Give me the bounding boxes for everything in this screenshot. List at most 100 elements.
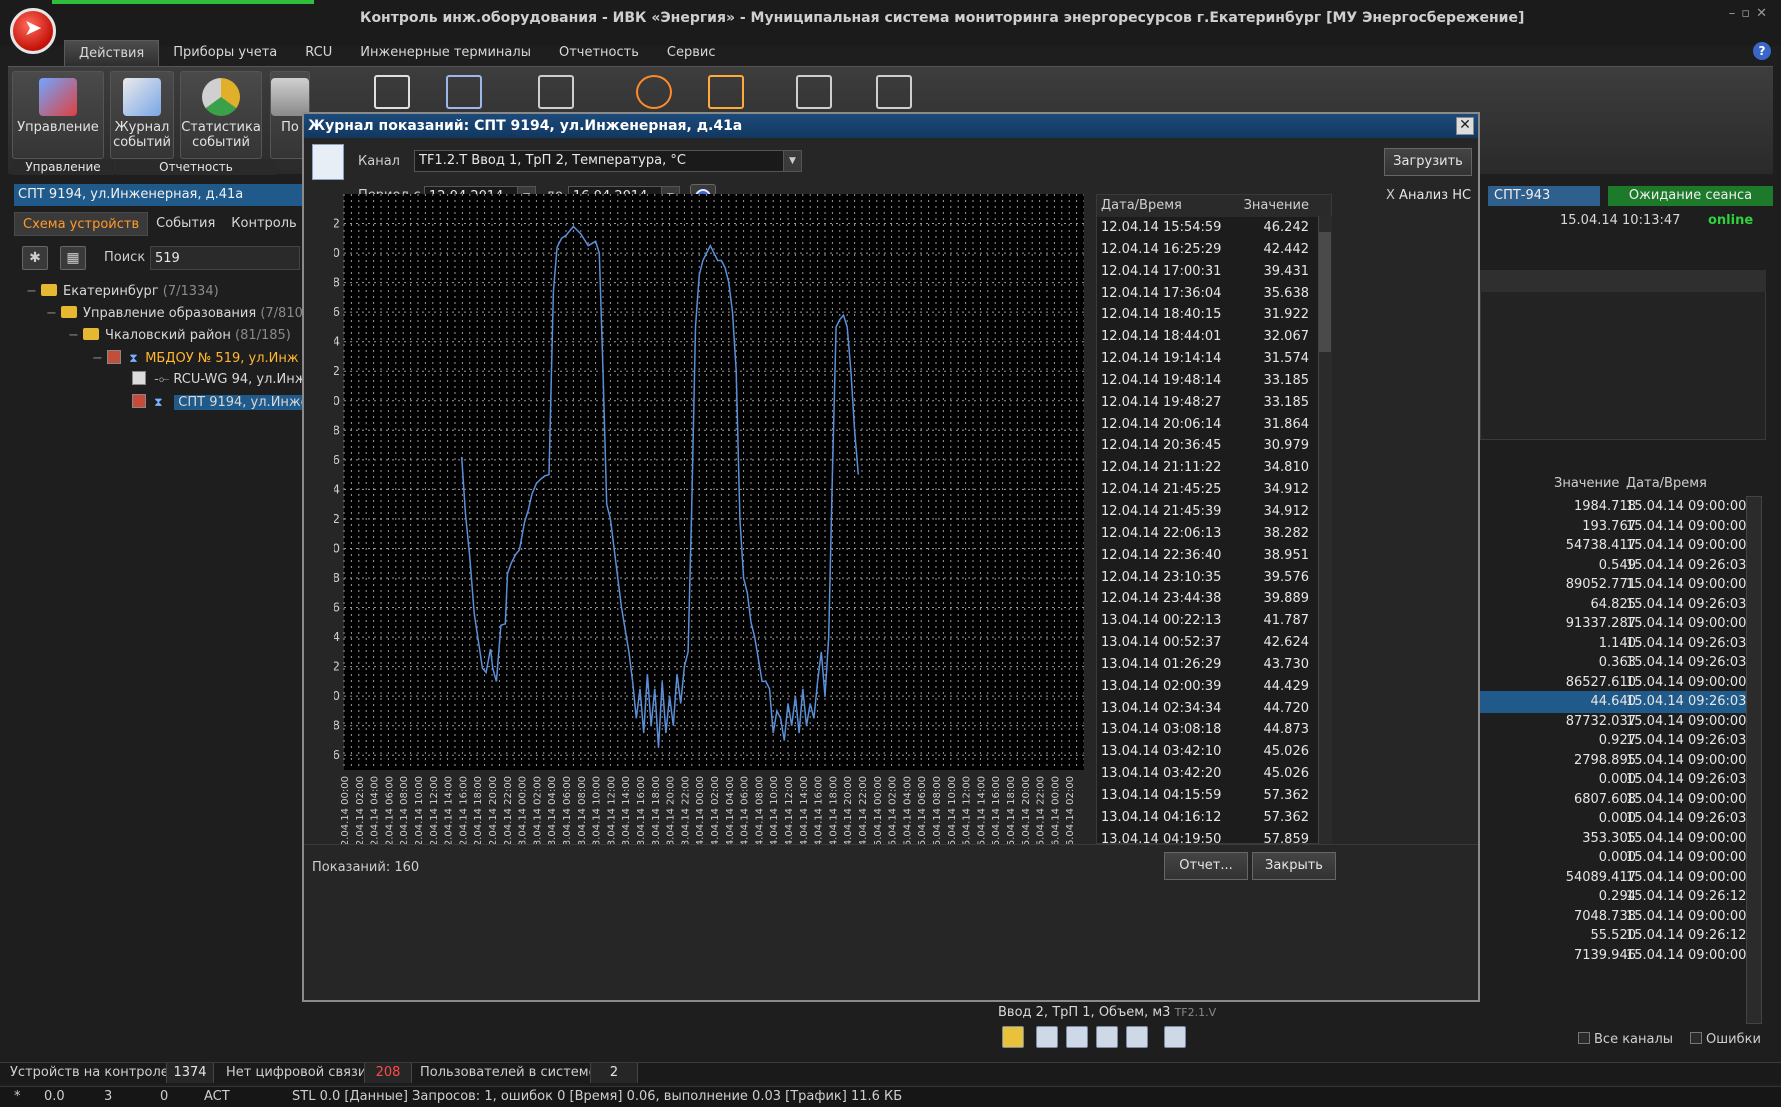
tree-expander-icon[interactable]: −	[46, 306, 57, 321]
tree-node-chkalovsky[interactable]: − Чкаловский район (81/185)	[68, 328, 291, 343]
table-row[interactable]: 12.04.14 22:06:13 38.282	[1097, 523, 1331, 545]
menu-service[interactable]: Сервис	[666, 45, 716, 60]
management-button[interactable]: Управление	[12, 71, 104, 159]
readings-scrollbar[interactable]	[1318, 216, 1332, 844]
table-row[interactable]: 55.520 15.04.14 09:26:12	[1480, 925, 1748, 947]
table-row[interactable]: 1.140 15.04.14 09:26:03	[1480, 633, 1748, 655]
copy-data-icon[interactable]	[1126, 1026, 1148, 1048]
table-row[interactable]: 0.363 15.04.14 09:26:03	[1480, 652, 1748, 674]
table-row[interactable]: 0.549 15.04.14 09:26:03	[1480, 555, 1748, 577]
scrollbar-thumb[interactable]	[1319, 232, 1331, 352]
table-row[interactable]: 12.04.14 23:10:35 39.576	[1097, 567, 1331, 589]
checkbox-mark[interactable]: X	[1386, 188, 1395, 203]
tree-node-spt-9194[interactable]: ⧗ СПТ 9194, ул.Инжен	[132, 392, 322, 412]
col-datetime[interactable]: Дата/Время	[1101, 198, 1182, 213]
table-row[interactable]: 12.04.14 18:44:01 32.067	[1097, 326, 1331, 348]
tree-expander-icon[interactable]: −	[26, 284, 37, 299]
copy-icon[interactable]	[446, 75, 482, 109]
table-row[interactable]: 7048.738 15.04.14 09:00:00	[1480, 906, 1748, 928]
tree-node-education[interactable]: − Управление образования (7/810)	[46, 306, 308, 321]
table-row[interactable]: 91337.287 15.04.14 09:00:00	[1480, 613, 1748, 635]
all-channels-checkbox[interactable]: Все каналы	[1578, 1032, 1673, 1047]
bar-chart-icon[interactable]	[1002, 1026, 1024, 1048]
table-row[interactable]: 12.04.14 22:36:40 38.951	[1097, 545, 1331, 567]
table-row[interactable]: 6807.608 15.04.14 09:00:00	[1480, 789, 1748, 811]
table-row[interactable]: 12.04.14 20:06:14 31.864	[1097, 414, 1331, 436]
table-row[interactable]: 64.825 15.04.14 09:26:03	[1480, 594, 1748, 616]
table-row[interactable]: 13.04.14 00:52:37 42.624	[1097, 632, 1331, 654]
table-row[interactable]: 13.04.14 03:42:10 45.026	[1097, 741, 1331, 763]
window-controls[interactable]: –▫✕	[1728, 6, 1773, 21]
table-row[interactable]: 89052.771 15.04.14 09:00:00	[1480, 574, 1748, 596]
tab-device-scheme[interactable]: Схема устройств	[14, 212, 149, 236]
table-row[interactable]: 2798.895 15.04.14 09:00:00	[1480, 750, 1748, 772]
table-row[interactable]: 12.04.14 21:11:22 34.810	[1097, 457, 1331, 479]
table-row[interactable]: 13.04.14 04:15:59 57.362	[1097, 785, 1331, 807]
channel-select[interactable]: TF1.2.T Ввод 1, ТрП 2, Температура, °С ▼	[414, 150, 802, 172]
table-row[interactable]: 54738.417 15.04.14 09:00:00	[1480, 535, 1748, 557]
menu-reports[interactable]: Отчетность	[558, 45, 639, 60]
table-row[interactable]: 87732.037 15.04.14 09:00:00	[1480, 711, 1748, 733]
col-value[interactable]: Значение	[1554, 476, 1620, 491]
tab-events[interactable]: События	[156, 216, 216, 231]
event-stats-button[interactable]: Статистика событий	[180, 71, 262, 159]
table-row[interactable]: 0.294 15.04.14 09:26:12	[1480, 886, 1748, 908]
table-row[interactable]: 13.04.14 03:42:20 45.026	[1097, 763, 1331, 785]
table-row[interactable]: 44.640 15.04.14 09:26:03	[1480, 691, 1748, 713]
table-row[interactable]: 353.305 15.04.14 09:00:00	[1480, 828, 1748, 850]
menu-actions[interactable]: Действия	[64, 40, 160, 66]
tree-expander-icon[interactable]: −	[68, 328, 79, 343]
menu-meters[interactable]: Приборы учета	[173, 45, 278, 60]
table-row[interactable]: 12.04.14 21:45:25 34.912	[1097, 479, 1331, 501]
table-row[interactable]: 12.04.14 19:48:27 33.185	[1097, 392, 1331, 414]
sum-icon[interactable]	[538, 75, 574, 109]
table-row[interactable]: 0.927 15.04.14 09:26:03	[1480, 730, 1748, 752]
table-row[interactable]: 12.04.14 17:36:04 35.638	[1097, 283, 1331, 305]
table-row[interactable]: 12.04.14 20:36:45 30.979	[1097, 435, 1331, 457]
table-row[interactable]: 12.04.14 21:45:39 34.912	[1097, 501, 1331, 523]
table-row[interactable]: 13.04.14 04:19:50 57.859	[1097, 829, 1331, 843]
tree-node-mbdou-519[interactable]: − ⧗ МБДОУ № 519, ул.Инж	[92, 348, 299, 368]
table-row[interactable]: 54089.417 15.04.14 09:00:00	[1480, 867, 1748, 889]
table-row[interactable]: 1984.718 15.04.14 09:00:00	[1480, 496, 1748, 518]
search-input[interactable]	[150, 246, 300, 270]
help-icon[interactable]: ?	[1753, 42, 1771, 60]
app-logo-icon[interactable]	[10, 8, 56, 54]
checkbox-box[interactable]	[1578, 1032, 1590, 1044]
tree-node-rcu-wg-94[interactable]: -⟜ RCU-WG 94, ул.Инж	[132, 370, 306, 390]
table-row[interactable]: 13.04.14 03:08:18 44.873	[1097, 719, 1331, 741]
table-row[interactable]: 13.04.14 01:26:29 43.730	[1097, 654, 1331, 676]
table-row[interactable]: 13.04.14 02:00:39 44.429	[1097, 676, 1331, 698]
table-row[interactable]: 12.04.14 18:40:15 31.922	[1097, 304, 1331, 326]
save-icon[interactable]	[1036, 1026, 1058, 1048]
dialog-close-icon[interactable]: ✕	[1456, 117, 1474, 135]
table-row[interactable]: 0.000 15.04.14 09:26:03	[1480, 769, 1748, 791]
export-icon[interactable]	[876, 75, 912, 109]
col-datetime[interactable]: Дата/Время	[1626, 476, 1707, 491]
alarm-search-icon[interactable]	[708, 75, 744, 109]
table-row[interactable]: 7139.946 15.04.14 09:00:00	[1480, 945, 1748, 967]
load-button[interactable]: Загрузить	[1384, 148, 1472, 176]
table-row[interactable]: 86527.610 15.04.14 09:00:00	[1480, 672, 1748, 694]
calculator-icon[interactable]: ▦	[60, 246, 86, 270]
tree-node-ekaterinburg[interactable]: − Екатеринбург (7/1334)	[26, 284, 219, 299]
table-row[interactable]: 12.04.14 16:25:29 42.442	[1097, 239, 1331, 261]
schedule-icon[interactable]	[1096, 1026, 1118, 1048]
table-row[interactable]: 12.04.14 19:14:14 31.574	[1097, 348, 1331, 370]
table-row[interactable]: 12.04.14 15:54:59 46.242	[1097, 217, 1331, 239]
tree-settings-icon[interactable]: ✱	[22, 246, 48, 270]
table-row[interactable]: 12.04.14 23:44:38 39.889	[1097, 588, 1331, 610]
export-table-icon[interactable]	[1066, 1026, 1088, 1048]
table-row[interactable]: 13.04.14 02:34:34 44.720	[1097, 698, 1331, 720]
table-row[interactable]: 0.000 15.04.14 09:26:03	[1480, 808, 1748, 830]
table-row[interactable]: 12.04.14 17:00:31 39.431	[1097, 261, 1331, 283]
alarm-icon[interactable]	[636, 75, 672, 109]
chevron-down-icon[interactable]: ▼	[783, 151, 801, 171]
table-row[interactable]: 13.04.14 00:22:13 41.787	[1097, 610, 1331, 632]
device-tree-icon[interactable]	[796, 75, 832, 109]
table-row[interactable]: 12.04.14 19:48:14 33.185	[1097, 370, 1331, 392]
anomaly-analysis-checkbox[interactable]: X Анализ НС	[1386, 188, 1472, 203]
errors-checkbox[interactable]: Ошибки	[1690, 1032, 1761, 1047]
menu-rcu[interactable]: RCU	[305, 45, 333, 60]
channels-scrollbar[interactable]	[1746, 496, 1762, 1024]
